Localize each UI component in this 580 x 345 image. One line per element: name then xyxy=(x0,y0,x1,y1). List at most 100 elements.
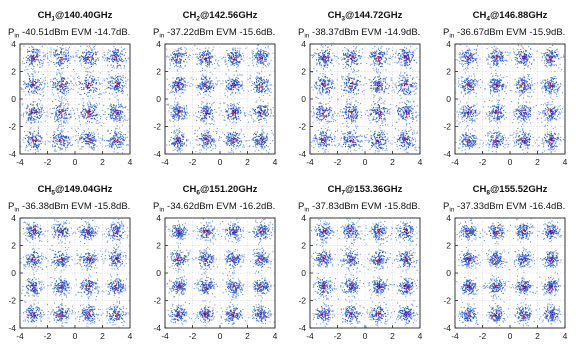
scatter-point xyxy=(265,60,267,62)
scatter-point xyxy=(21,114,23,116)
scatter-point xyxy=(82,110,84,112)
scatter-point xyxy=(266,115,268,117)
scatter-point xyxy=(53,133,55,135)
scatter-point xyxy=(203,75,205,77)
scatter-point xyxy=(258,87,260,89)
scatter-point xyxy=(42,74,44,76)
scatter-point-center xyxy=(113,140,115,142)
scatter-point xyxy=(70,110,72,112)
scatter-point xyxy=(23,141,25,144)
scatter-point xyxy=(233,80,235,82)
scatter-point xyxy=(329,77,331,79)
scatter-point xyxy=(243,60,245,62)
scatter-point xyxy=(85,133,87,135)
scatter-point xyxy=(311,72,313,74)
scatter-point xyxy=(260,109,262,111)
scatter-point xyxy=(252,137,254,139)
scatter-point xyxy=(248,140,250,142)
scatter-point xyxy=(54,82,56,84)
scatter-point xyxy=(109,88,112,90)
scatter-point xyxy=(324,151,326,153)
scatter-point xyxy=(174,143,176,145)
scatter-point xyxy=(331,73,333,76)
scatter-point xyxy=(348,144,350,146)
scatter-point xyxy=(208,63,210,65)
scatter-point xyxy=(318,62,320,65)
scatter-point xyxy=(174,81,176,83)
scatter-point xyxy=(61,78,63,80)
scatter-point xyxy=(81,146,83,148)
scatter-point xyxy=(232,151,234,153)
scatter-point xyxy=(28,110,30,112)
scatter-point xyxy=(238,53,240,55)
scatter-point xyxy=(180,59,182,61)
scatter-point xyxy=(173,116,176,118)
scatter-point xyxy=(61,82,63,84)
scatter-point xyxy=(240,56,242,58)
scatter-point xyxy=(238,81,240,83)
scatter-point xyxy=(89,47,92,49)
scatter-point xyxy=(118,119,120,121)
scatter-point xyxy=(174,91,176,93)
scatter-point xyxy=(196,84,198,86)
scatter-point xyxy=(224,92,226,94)
scatter-point xyxy=(61,87,63,89)
scatter-point xyxy=(235,57,237,59)
scatter-point xyxy=(202,85,204,87)
scatter-point xyxy=(232,82,234,84)
scatter-point xyxy=(229,139,231,141)
scatter-point xyxy=(36,87,38,89)
scatter-point-center xyxy=(32,59,35,61)
scatter-point xyxy=(264,141,266,143)
scatter-point xyxy=(118,106,120,108)
scatter-point xyxy=(61,115,63,117)
scatter-point xyxy=(329,61,331,63)
scatter-point xyxy=(187,57,189,59)
scatter-points xyxy=(310,44,420,154)
scatter-point xyxy=(251,50,253,52)
scatter-point xyxy=(166,78,168,80)
scatter-point xyxy=(124,115,126,117)
scatter-point xyxy=(235,52,237,54)
scatter-point xyxy=(210,135,212,137)
scatter-point xyxy=(232,49,234,51)
scatter-point xyxy=(109,145,111,147)
scatter-point xyxy=(89,76,91,78)
scatter-point xyxy=(172,88,174,90)
scatter-point xyxy=(232,107,234,109)
scatter-point xyxy=(178,87,180,89)
scatter-point xyxy=(266,82,268,84)
scatter-point xyxy=(35,51,37,53)
scatter-point xyxy=(35,119,37,121)
scatter-point xyxy=(205,114,207,117)
scatter-point xyxy=(104,54,106,57)
scatter-point xyxy=(116,85,118,87)
scatter-point xyxy=(93,81,95,84)
scatter-point xyxy=(232,47,234,49)
scatter-point xyxy=(214,86,216,88)
scatter-point xyxy=(58,140,60,142)
scatter-point xyxy=(116,114,118,116)
scatter-point xyxy=(66,110,68,112)
scatter-point-center xyxy=(88,141,90,143)
scatter-point xyxy=(327,82,329,84)
scatter-point xyxy=(119,106,121,108)
scatter-point xyxy=(82,104,84,106)
scatter-point xyxy=(320,145,322,147)
scatter-point xyxy=(81,133,83,135)
scatter-point xyxy=(116,58,118,60)
scatter-point xyxy=(32,56,34,58)
scatter-point xyxy=(106,116,108,119)
scatter-point xyxy=(360,116,362,118)
scatter-point xyxy=(325,142,327,144)
scatter-point xyxy=(58,115,60,117)
scatter-point xyxy=(264,147,266,149)
scatter-point xyxy=(259,81,262,83)
scatter-point xyxy=(69,117,72,119)
scatter-point xyxy=(263,114,265,116)
scatter-point xyxy=(118,89,120,91)
scatter-point xyxy=(61,116,63,118)
scatter-point xyxy=(322,68,324,70)
scatter-point xyxy=(110,138,112,140)
